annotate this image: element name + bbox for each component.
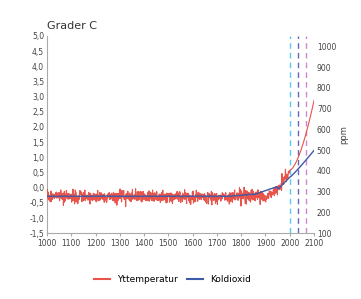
Text: Grader C: Grader C — [47, 21, 97, 31]
Y-axis label: ppm: ppm — [339, 125, 348, 144]
Legend: Yttemperatur, Koldioxid: Yttemperatur, Koldioxid — [90, 272, 255, 288]
